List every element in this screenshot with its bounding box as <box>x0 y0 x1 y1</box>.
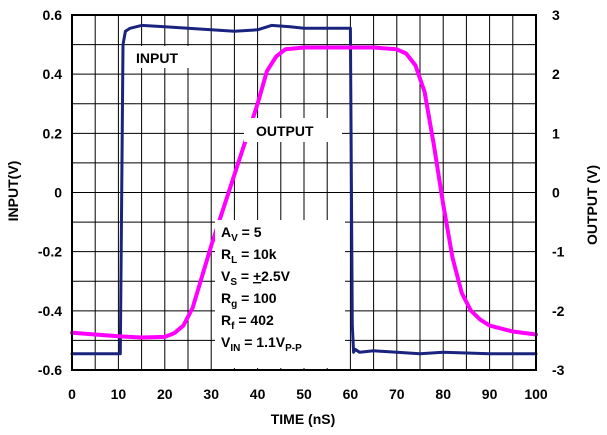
y-right-tick-label: 2 <box>552 66 560 82</box>
y-right-tick-label: -3 <box>552 362 565 378</box>
param-text-2: VS = +2.5V <box>221 268 291 288</box>
y-right-tick-label: 1 <box>552 125 560 141</box>
y-left-tick-label: 0.2 <box>43 125 63 141</box>
y-axis-title-left: INPUT(V) <box>5 161 21 222</box>
y-right-tick-label: -2 <box>552 303 565 319</box>
x-tick-label: 20 <box>157 386 173 402</box>
x-axis-title: TIME (nS) <box>271 411 336 427</box>
y-right-tick-label: -1 <box>552 244 565 260</box>
param-text-3: Rg = 100 <box>221 290 277 310</box>
series-group <box>70 23 538 356</box>
x-tick-label: 100 <box>524 386 548 402</box>
x-tick-label: 0 <box>68 386 76 402</box>
y-left-tick-label: 0 <box>54 185 62 201</box>
x-tick-label: 90 <box>482 386 498 402</box>
y-left-tick-label: 0.4 <box>43 66 63 82</box>
y-left-tick-label: 0.6 <box>43 7 63 23</box>
y-left-tick-label: -0.4 <box>38 303 62 319</box>
x-tick-label: 40 <box>250 386 266 402</box>
x-tick-label: 60 <box>343 386 359 402</box>
x-tick-label: 70 <box>389 386 405 402</box>
param-text-1: RL = 10k <box>221 246 277 266</box>
param-text-0: AV = 5 <box>221 224 262 244</box>
params-box <box>215 220 345 368</box>
output-label-box <box>244 118 342 142</box>
y-right-tick-label: 0 <box>552 185 560 201</box>
param-text-4: Rf = 402 <box>221 312 274 332</box>
y-axis-title-right: OUTPUT (V) <box>584 165 600 245</box>
param-text-5: VIN = 1.1VP-P <box>221 334 302 354</box>
x-tick-label: 30 <box>203 386 219 402</box>
tick-labels: 0 10 20 30 40 50 60 70 80 90 1000.60.40.20-0.2-0.4… <box>38 7 565 402</box>
y-right-tick-label: 3 <box>552 7 560 23</box>
series-line-output <box>70 45 538 340</box>
y-left-tick-label: -0.6 <box>38 362 62 378</box>
x-tick-label: 80 <box>435 386 451 402</box>
input-label-box <box>129 46 193 68</box>
y-left-tick-label: -0.2 <box>38 244 62 260</box>
x-tick-label: 50 <box>296 386 312 402</box>
output-label: OUTPUT <box>256 123 314 139</box>
series-line-input <box>70 23 538 356</box>
plot-frame <box>71 14 537 371</box>
x-tick-label: 10 <box>111 386 127 402</box>
input-label: INPUT <box>136 50 178 66</box>
